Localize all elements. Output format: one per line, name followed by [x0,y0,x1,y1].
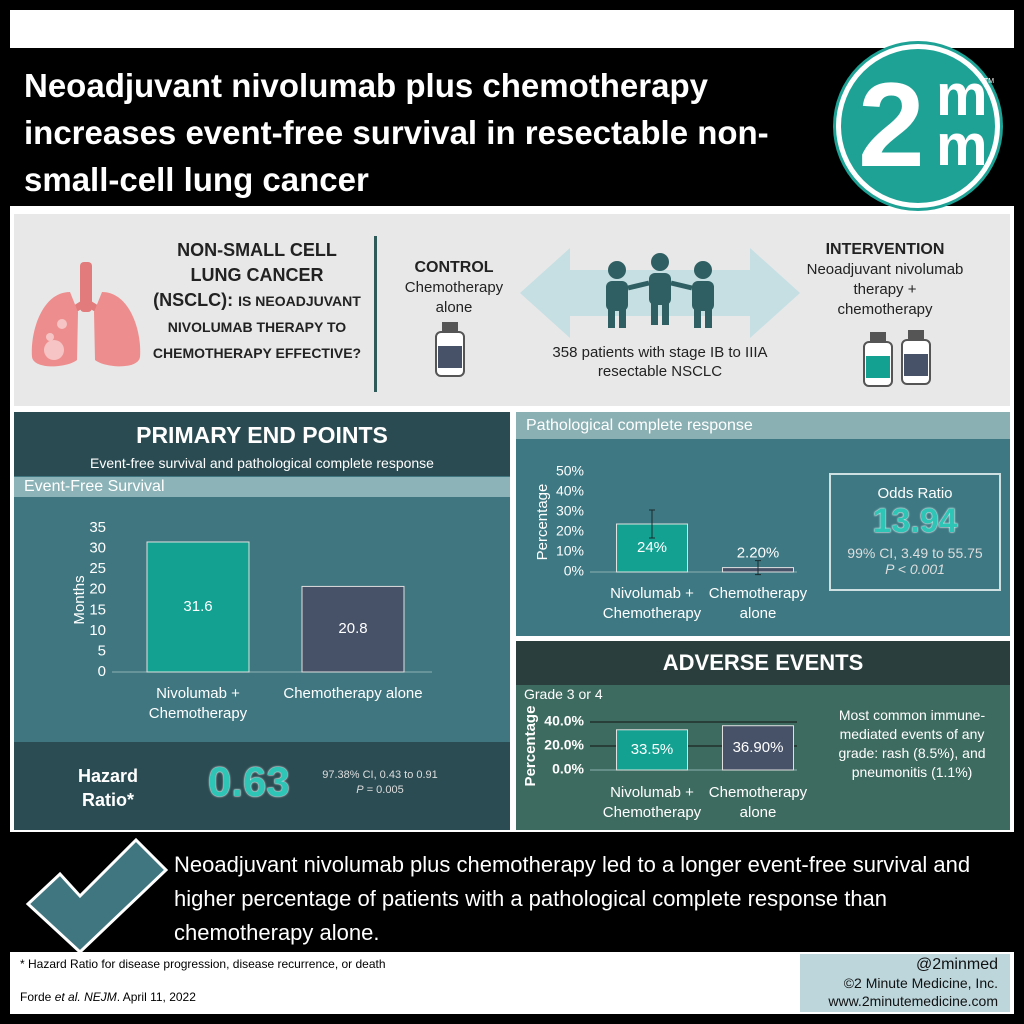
credits: @2minmed ©2 Minute Medicine, Inc. www.2m… [800,954,1010,1012]
lungs-icon [31,262,141,367]
logo-mark: TM [984,78,995,85]
check-icon [25,837,168,954]
hazard-value: 0.63 [208,758,290,805]
study-section [14,214,1010,406]
credit-url: www.2minutemedicine.com [828,993,998,1009]
citation-author: Forde [20,990,52,1004]
odds-ci: 99% CI, 3.49 to 55.75 [847,545,983,561]
odds-box: Odds Ratio 13.94 99% CI, 3.49 to 55.75 P… [829,473,1001,591]
conclusion: Neoadjuvant nivolumab plus chemotherapy … [174,852,971,945]
question-text: IS NEOADJUVANT NIVOLUMAB THERAPY TO CHEM… [152,293,362,361]
efs-heading: Event-Free Survival [14,477,510,497]
hazard-stats: 97.38% CI, 0.43 to 0.91 P = 0.005 [320,768,440,798]
citation-journal: NEJM [84,990,117,1004]
pcr-heading: Pathological complete response [516,412,1010,439]
adverse-title: ADVERSE EVENTS [516,641,1010,685]
odds-label: Odds Ratio [877,485,953,502]
vial-icon [435,322,465,377]
logo-bottom: m [936,113,988,178]
pcr-panel [516,412,1010,636]
question-heading: NON-SMALL CELL LUNG CANCER (NSCLC): [153,240,337,310]
credit-handle: @2minmed [915,956,998,973]
footnote: * Hazard Ratio for disease progression, … [20,957,386,971]
title: Neoadjuvant nivolumab plus chemotherapy … [24,67,769,198]
vials-icon [863,330,931,387]
logo-number: 2 [858,58,925,192]
hazard-box [14,742,510,830]
credit-company: ©2 Minute Medicine, Inc. [843,975,998,991]
intervention: INTERVENTION Neoadjuvant nivolumab thera… [805,240,965,320]
citation-date: . April 11, 2022 [116,990,196,1004]
hazard-label: Hazard Ratio* [77,766,139,810]
odds-p: P < 0.001 [885,561,945,577]
primary-subtitle: Event-free survival and pathological com… [90,455,434,471]
hazard-p-value: = 0.005 [366,784,404,796]
adverse-subtitle: Grade 3 or 4 [524,686,603,702]
question: NON-SMALL CELL LUNG CANCER (NSCLC): IS N… [150,238,364,366]
citation-etal: et al. [54,990,81,1004]
divider [374,236,377,392]
control-label: CONTROL [414,259,494,276]
adverse-note: Most common immune-mediated events of an… [838,707,986,780]
control-text: Chemotherapy alone [404,279,504,316]
hazard-ci: 97.38% CI, 0.43 to 0.91 [322,769,438,781]
intervention-text: Neoadjuvant nivolumab therapy + chemothe… [806,261,964,318]
population-icon [520,248,800,338]
control: CONTROL Chemotherapy alone [390,258,518,318]
odds-value: 13.94 [872,502,958,540]
primary-header: PRIMARY END POINTS Event-free survival a… [14,412,510,476]
logo [836,44,1000,208]
citation: Forde et al. NEJM. April 11, 2022 [20,990,196,1004]
population: 358 patients with stage IB to IIIA resec… [552,344,768,380]
intervention-label: INTERVENTION [825,241,945,258]
primary-title: PRIMARY END POINTS [136,422,388,448]
hazard-p-symbol: P [356,784,364,796]
logo-top: m [936,63,988,128]
conclusion-band [10,832,1014,952]
